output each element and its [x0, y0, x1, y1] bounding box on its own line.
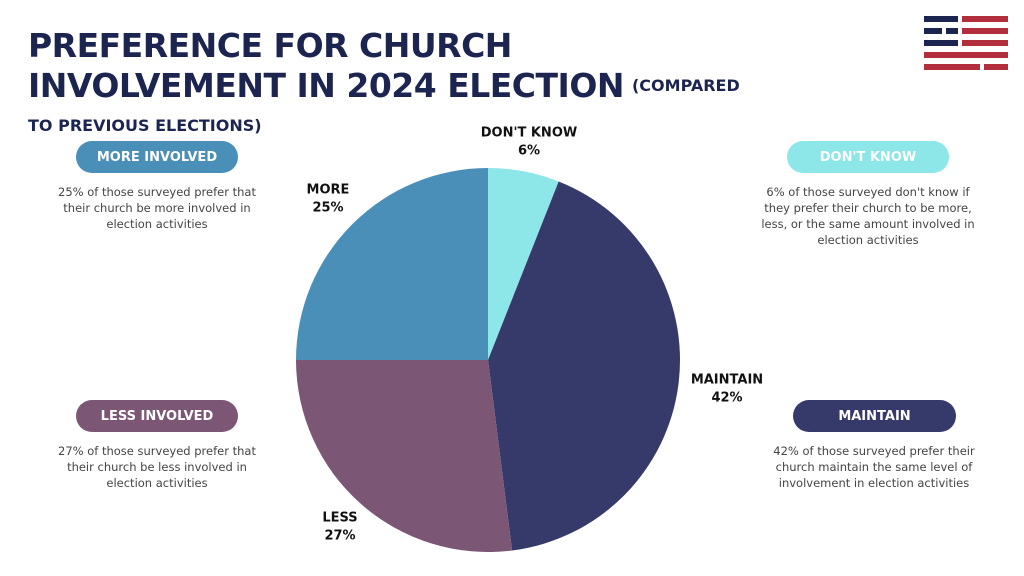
logo [924, 16, 1008, 70]
pie-slice [488, 181, 681, 551]
slice-value-label: 42% [711, 391, 742, 406]
slice-label: DON'T KNOW [481, 126, 577, 141]
slice-value-label: 25% [312, 201, 343, 216]
slice-label: MORE [307, 183, 350, 198]
annotation-text: 6% of those surveyed don't know if they … [761, 185, 975, 247]
pie-slice [488, 168, 559, 360]
chart-title: PREFERENCE FOR CHURCH INVOLVEMENT IN 202… [28, 26, 624, 105]
annotation-pill: MORE INVOLVED [76, 141, 238, 173]
slice-value-label: 6% [518, 144, 540, 159]
annotation-pill: MAINTAIN [793, 400, 956, 432]
title-block: PREFERENCE FOR CHURCH INVOLVEMENT IN 202… [28, 26, 768, 146]
annotation-pill: LESS INVOLVED [76, 400, 238, 432]
slice-value-label: 27% [324, 529, 355, 544]
annotation-text: 42% of those surveyed prefer their churc… [773, 444, 975, 490]
pie-slice [296, 360, 513, 552]
slice-label: LESS [322, 511, 357, 526]
chart-subtitle: (COMPARED TO PREVIOUS ELECTIONS) [28, 76, 740, 135]
annotation-text: 25% of those surveyed prefer that their … [58, 185, 256, 231]
annotation-pill: DON'T KNOW [787, 141, 949, 173]
slice-label: MAINTAIN [691, 373, 763, 388]
annotation-text: 27% of those surveyed prefer that their … [58, 444, 256, 490]
pie-slice [296, 168, 488, 360]
